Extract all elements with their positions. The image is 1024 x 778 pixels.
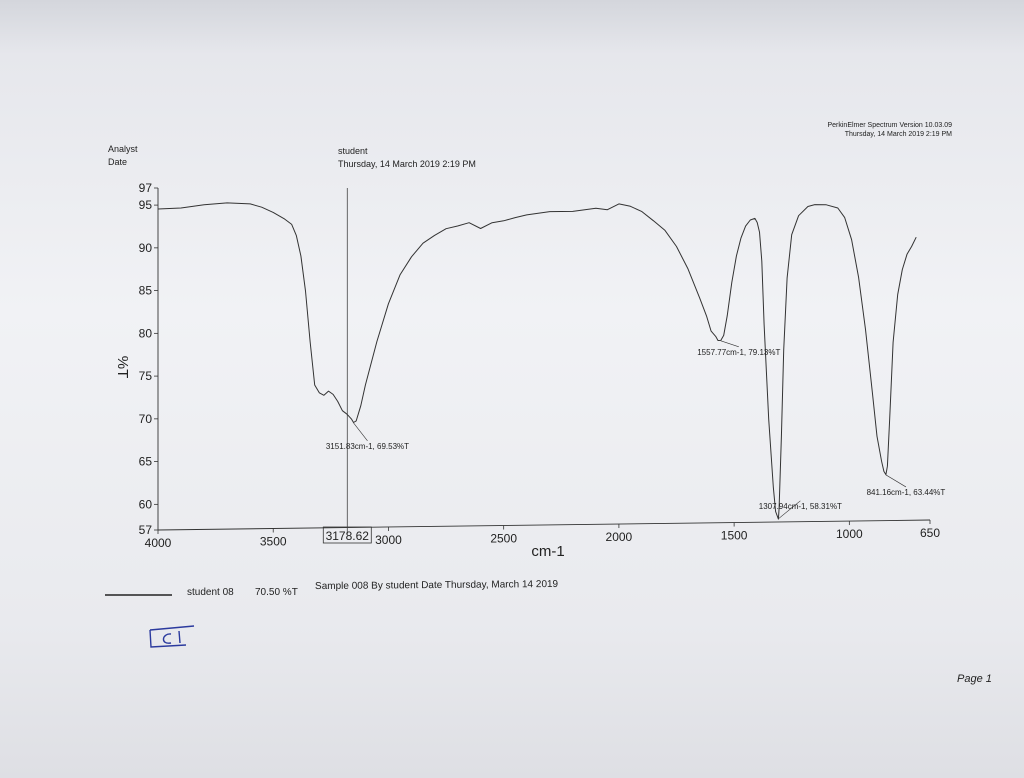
- x-tick-label: 1500: [721, 529, 748, 543]
- y-tick-label: 75: [139, 369, 153, 383]
- page-label: Page 1: [957, 673, 992, 685]
- peak-annotation-label: 1307.94cm-1, 58.31%T: [759, 502, 842, 511]
- legend-value: 70.50 %T: [255, 587, 298, 598]
- x-tick-label: 2500: [490, 532, 517, 546]
- y-tick-label: 65: [139, 455, 153, 469]
- date-value: Thursday, 14 March 2019 2:19 PM: [338, 159, 476, 169]
- cursor-readout: 3178.62: [322, 526, 372, 544]
- legend-name: student 08: [187, 587, 234, 598]
- legend-description: Sample 008 By student Date Thursday, Mar…: [314, 578, 559, 593]
- x-tick-label: 3500: [260, 535, 287, 549]
- peak-annotation-label: 1557.77cm-1, 79.13%T: [697, 348, 780, 357]
- x-axis-label: cm-1: [531, 543, 564, 560]
- x-tick-label: 4000: [145, 536, 172, 550]
- x-axis-line: [157, 519, 931, 531]
- peak-annotation-label: 3151.83cm-1, 69.53%T: [326, 442, 409, 451]
- annotation-leader: [885, 474, 907, 488]
- y-tick-label: 60: [139, 497, 153, 511]
- x-tick-label: 650: [920, 526, 940, 540]
- y-axis-label: %T: [114, 356, 131, 379]
- annotation-leader: [720, 340, 739, 348]
- annotation-leader: [353, 422, 368, 442]
- y-tick-label: 57: [139, 523, 153, 537]
- handwritten-c1-mark: [149, 625, 195, 648]
- y-tick-label: 90: [139, 241, 153, 255]
- date-label: Date: [108, 157, 128, 167]
- axes: [157, 188, 931, 531]
- software-version: PerkinElmer Spectrum Version 10.03.09: [827, 122, 952, 129]
- x-tick-label: 2000: [606, 530, 633, 544]
- x-tick-label: 3000: [375, 533, 402, 547]
- spectrum-trace: [157, 202, 917, 520]
- cursor-readout-text: 3178.62: [326, 529, 370, 543]
- analyst-label: Analyst: [108, 144, 138, 154]
- peak-annotation-label: 841.16cm-1, 63.44%T: [867, 488, 946, 497]
- y-tick-label: 85: [139, 284, 153, 298]
- y-tick-label: 95: [139, 198, 153, 212]
- y-tick-label: 97: [139, 181, 153, 195]
- y-tick-label: 80: [139, 326, 153, 340]
- peak-annotations: 3151.83cm-1, 69.53%T 1557.77cm-1, 79.13%T…: [326, 340, 946, 520]
- x-tick-label: 1000: [836, 527, 863, 541]
- tick-labels: 57 60 65 70 75 80 85 90 95 97 4000 3500 3000 2500 2000…: [139, 181, 941, 550]
- annotation-leader: [778, 500, 801, 520]
- analyst-value: student: [338, 146, 368, 156]
- y-tick-label: 70: [139, 412, 153, 426]
- print-date: Thursday, 14 March 2019 2:19 PM: [844, 131, 952, 138]
